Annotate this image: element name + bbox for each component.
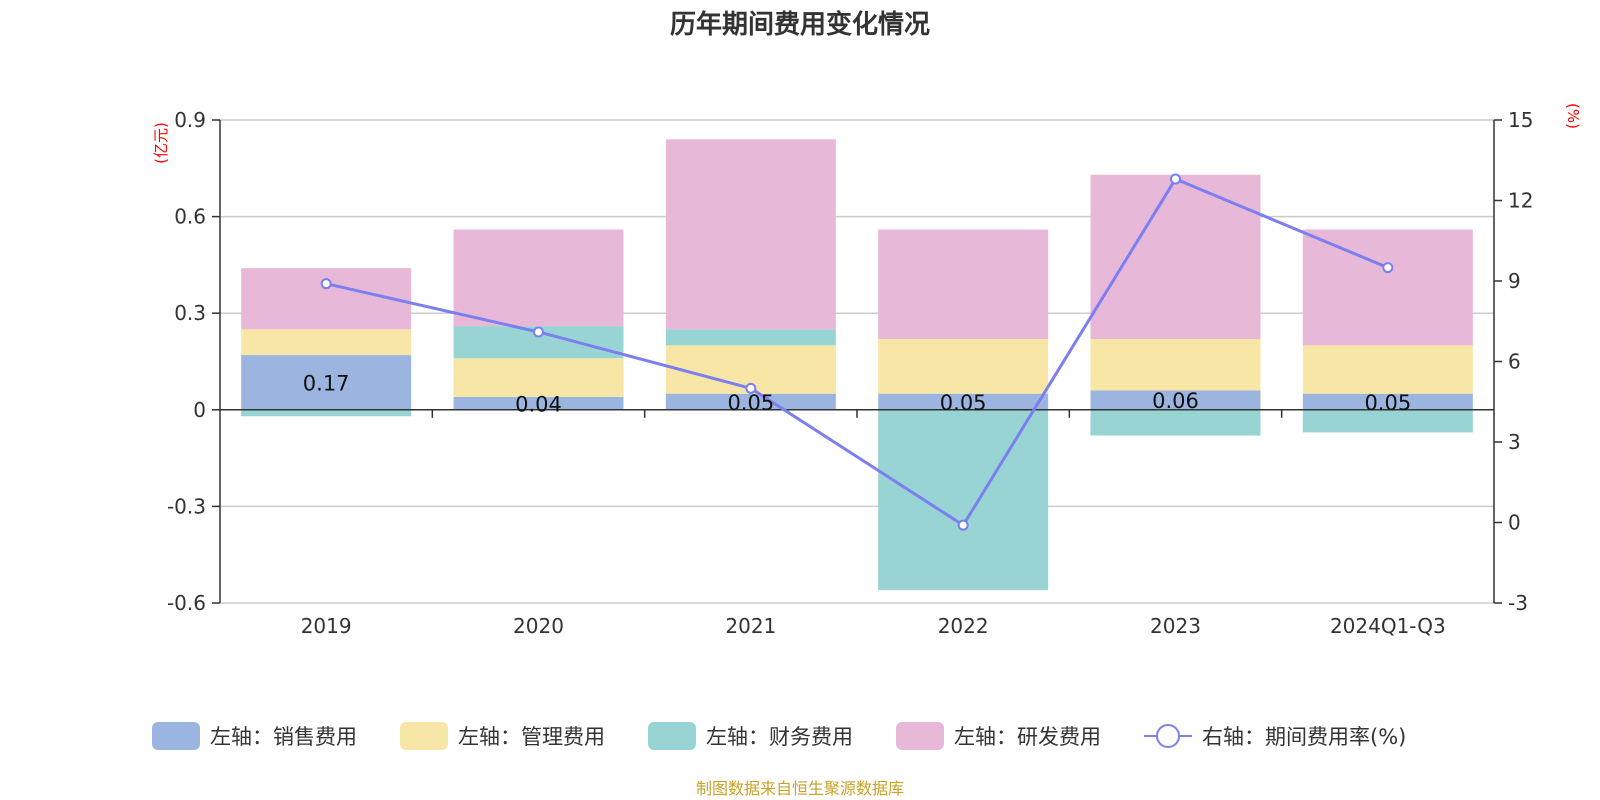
bar-3-2024Q1-Q3: [1302, 229, 1473, 346]
bar-3-2022: [878, 229, 1049, 339]
line-point-2019: [320, 278, 332, 290]
data-label: 0.05: [1364, 391, 1411, 415]
bar-1-2020: [453, 358, 624, 397]
bar-0-2020: [453, 396, 624, 410]
chart-title: 历年期间费用变化情况: [670, 9, 930, 40]
left-tick-label: 0.6: [174, 205, 206, 229]
x-tick-label: 2022: [938, 614, 989, 638]
data-label: 0.06: [1152, 389, 1199, 413]
legend-label: 左轴：研发费用: [954, 725, 1101, 749]
bar-1-2019: [241, 329, 412, 356]
line-point-2020: [533, 326, 544, 338]
right-tick-label: 9: [1508, 269, 1521, 293]
bar-1-2024Q1-Q3: [1302, 345, 1473, 394]
left-tick-label: -0.6: [167, 591, 206, 615]
legend-swatch: [152, 722, 200, 750]
x-tick-label: 2023: [1150, 614, 1201, 638]
grid: [220, 119, 1494, 604]
line-path: [325, 177, 1389, 528]
legend-circle-swatch: [1156, 724, 1180, 748]
data-labels: 0.17 0.04 0.05 0.05 0.06 0.05: [303, 371, 1411, 416]
line-point-2022: [957, 519, 969, 531]
bar-3-2020: [453, 229, 624, 327]
right-tick-label: 0: [1508, 511, 1521, 535]
right-tick-label: 6: [1508, 350, 1521, 374]
x-tick-label: 2024Q1-Q3: [1330, 614, 1446, 638]
data-label: 0.05: [940, 391, 987, 415]
bar-2-2019: [241, 409, 412, 417]
line-point-2023: [1170, 173, 1181, 185]
legend-swatch: [400, 722, 448, 750]
bar-1-2022: [878, 338, 1049, 394]
right-tick-label: 15: [1508, 108, 1533, 132]
left-axis-unit: (亿元): [152, 122, 170, 164]
legend-swatch: [896, 722, 944, 750]
right-axis-unit: (%): [1564, 103, 1582, 129]
data-label: 0.17: [303, 371, 350, 395]
left-tick-label: 0: [193, 398, 206, 422]
bar-0-2024Q1-Q3: [1302, 393, 1473, 410]
line-point-2024Q1-Q3: [1382, 262, 1394, 274]
bar-0-2019: [241, 355, 412, 410]
bar-0-2023: [1090, 390, 1261, 410]
left-tick-label: 0.3: [174, 301, 206, 325]
bar-2-2024Q1-Q3: [1302, 409, 1473, 433]
bar-0-2022: [878, 393, 1049, 410]
bar-2-2023: [1090, 409, 1261, 436]
bar-2-2021: [665, 329, 836, 346]
right-tick-label: -3: [1508, 591, 1528, 615]
legend-label: 左轴：销售费用: [210, 725, 357, 749]
bar-3-2023: [1090, 174, 1261, 339]
data-label: 0.04: [515, 392, 562, 416]
bars: [241, 139, 1473, 591]
bar-2-2022: [878, 409, 1049, 591]
legend-label: 左轴：财务费用: [706, 725, 853, 749]
bar-0-2021: [665, 393, 836, 410]
legend-label: 右轴：期间费用率(%): [1202, 725, 1406, 749]
bar-1-2023: [1090, 338, 1261, 391]
data-label: 0.05: [727, 391, 774, 415]
x-tick-label: 2021: [725, 614, 776, 638]
axes: 0.9 0.6 0.3 0 -0.3 -0.6 15 12 9 6 3 0 -3 2019 2020 2021…: [167, 108, 1533, 638]
legend-label: 左轴：管理费用: [458, 725, 605, 749]
right-tick-label: 3: [1508, 430, 1521, 454]
right-tick-label: 12: [1508, 189, 1533, 213]
left-tick-label: 0.9: [174, 108, 206, 132]
bar-3-2021: [665, 139, 836, 330]
x-tick-label: 2019: [301, 614, 352, 638]
x-tick-label: 2020: [513, 614, 564, 638]
left-tick-label: -0.3: [167, 494, 206, 518]
source-note: 制图数据来自恒生聚源数据库: [696, 779, 904, 798]
legend: 左轴：销售费用 左轴：管理费用 左轴：财务费用 左轴：研发费用 右轴：期间费用率(%): [152, 722, 1406, 750]
line-series: [320, 173, 1394, 531]
line-point-2021: [745, 382, 757, 394]
legend-swatch: [648, 722, 696, 750]
